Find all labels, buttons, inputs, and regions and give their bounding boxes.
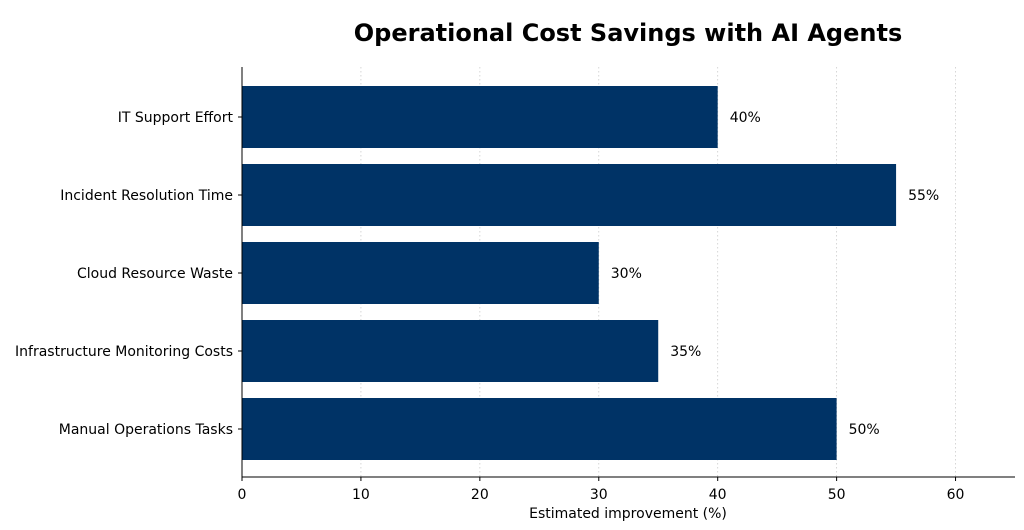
category-label: Infrastructure Monitoring Costs [15,344,233,360]
data-label: 40% [730,110,761,126]
data-label: 30% [611,266,642,282]
x-axis-label: Estimated improvement (%) [529,506,727,522]
x-tick-label: 40 [709,487,727,503]
bar [242,398,837,460]
x-axis: 0 10 20 30 40 50 60 [238,476,1015,503]
x-tick-label: 50 [828,487,846,503]
x-tick-label: 60 [947,487,965,503]
category-label: IT Support Effort [118,110,234,126]
x-tick-label: 0 [238,487,247,503]
bar [242,242,599,304]
bar [242,86,718,148]
x-tick-label: 10 [352,487,370,503]
data-labels: 40% 55% 30% 35% 50% [611,110,939,438]
y-axis: IT Support Effort Incident Resolution Tim… [15,67,243,477]
bars [242,86,897,460]
chart-title: Operational Cost Savings with AI Agents [354,19,902,47]
x-tick-label: 30 [590,487,608,503]
x-tick-label: 20 [471,487,489,503]
bar [242,164,897,226]
data-label: 35% [670,344,701,360]
bar [242,320,659,382]
category-label: Manual Operations Tasks [59,422,233,438]
data-label: 55% [908,188,939,204]
category-label: Incident Resolution Time [60,188,233,204]
category-label: Cloud Resource Waste [77,266,233,282]
data-label: 50% [849,422,880,438]
